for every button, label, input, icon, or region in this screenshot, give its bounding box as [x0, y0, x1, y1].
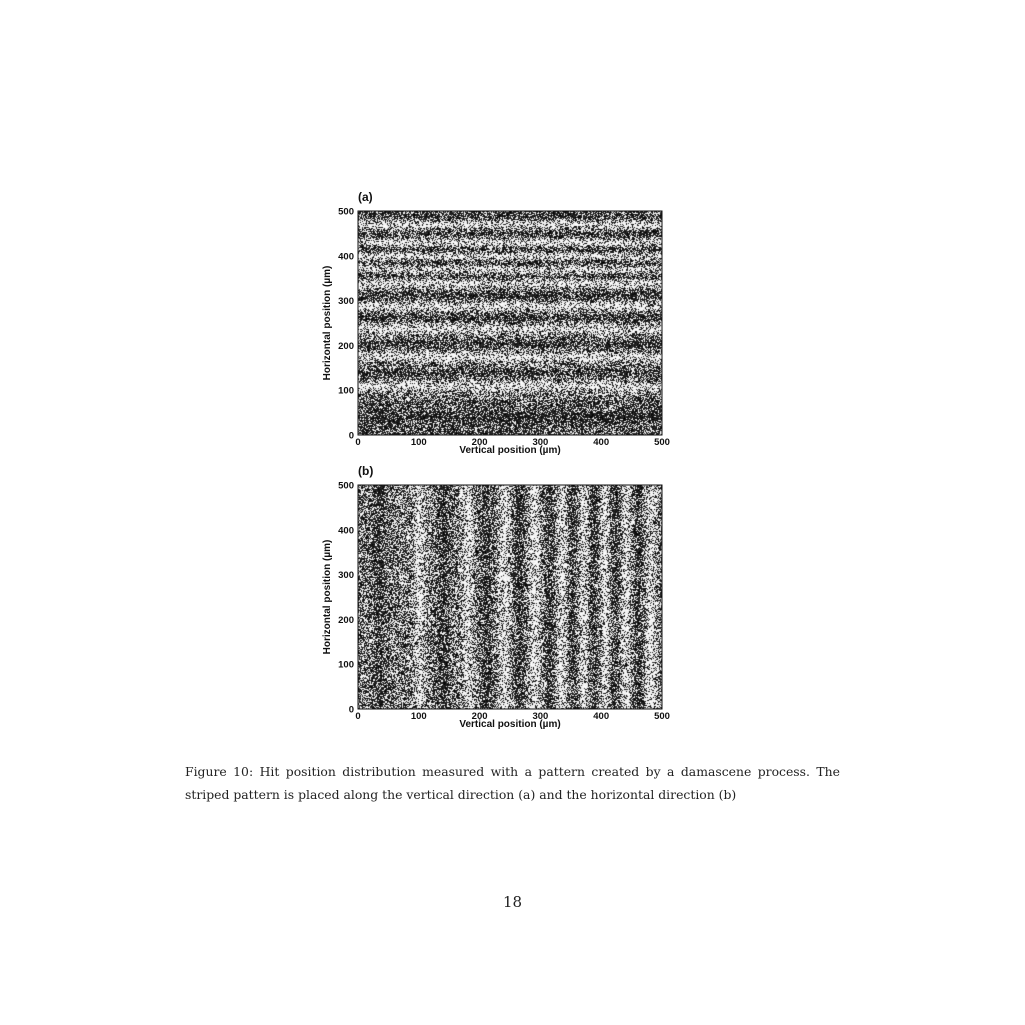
x-tick-label: 200 — [472, 711, 488, 722]
y-tick-label: 400 — [338, 525, 354, 536]
y-tick-label: 100 — [338, 386, 354, 397]
x-tick-label: 400 — [593, 437, 609, 448]
x-ticks-b: 0 100 200 300 400 500 — [355, 711, 670, 722]
figure-panel-a: (a) 0 100 200 300 400 500 0 100 200 300 400 500 Ve… — [318, 185, 702, 455]
y-tick-label: 0 — [349, 705, 354, 716]
x-tick-label: 100 — [411, 437, 427, 448]
hit-density-image-b — [358, 485, 662, 709]
figure-caption: Figure 10: Hit position distribution mea… — [185, 764, 840, 802]
x-axis-label-b: Vertical position (µm) — [459, 719, 560, 729]
x-tick-label: 400 — [593, 711, 609, 722]
y-tick-label: 300 — [338, 296, 354, 307]
x-tick-label: 200 — [472, 437, 488, 448]
x-tick-label: 300 — [532, 437, 548, 448]
chart-b-svg: (b) 0 100 200 300 400 500 0 100 200 300 400 500 Ve… — [322, 464, 670, 729]
y-tick-label: 200 — [338, 615, 354, 626]
y-tick-label: 200 — [338, 341, 354, 352]
hit-density-image-a — [358, 211, 662, 435]
panel-label-a: (a) — [358, 190, 373, 204]
y-tick-label: 300 — [338, 570, 354, 581]
chart-a-svg: (a) 0 100 200 300 400 500 0 100 200 300 400 500 Ve… — [322, 190, 670, 455]
y-ticks-b: 0 100 200 300 400 500 — [338, 481, 354, 716]
x-tick-label: 0 — [355, 437, 360, 448]
plot-frame-a — [357, 210, 663, 436]
figure-panel-b: (b) 0 100 200 300 400 500 0 100 200 300 400 500 Ve… — [318, 459, 702, 729]
plot-frame-b — [357, 484, 663, 710]
x-tick-label: 300 — [532, 711, 548, 722]
x-tick-label: 500 — [654, 711, 670, 722]
y-tick-label: 400 — [338, 251, 354, 262]
y-axis-label-b: Horizontal position (µm) — [322, 540, 333, 655]
x-ticks-a: 0 100 200 300 400 500 — [355, 437, 670, 448]
y-tick-label: 500 — [338, 207, 354, 218]
page-number: 18 — [502, 893, 523, 911]
panel-label-b: (b) — [358, 464, 373, 478]
y-ticks-a: 0 100 200 300 400 500 — [338, 207, 354, 442]
y-tick-label: 500 — [338, 481, 354, 492]
x-axis-label-a: Vertical position (µm) — [459, 445, 560, 455]
y-axis-label-a: Horizontal position (µm) — [322, 266, 333, 381]
x-tick-label: 0 — [355, 711, 360, 722]
x-tick-label: 500 — [654, 437, 670, 448]
x-tick-label: 100 — [411, 711, 427, 722]
y-tick-label: 0 — [349, 431, 354, 442]
y-tick-label: 100 — [338, 660, 354, 671]
